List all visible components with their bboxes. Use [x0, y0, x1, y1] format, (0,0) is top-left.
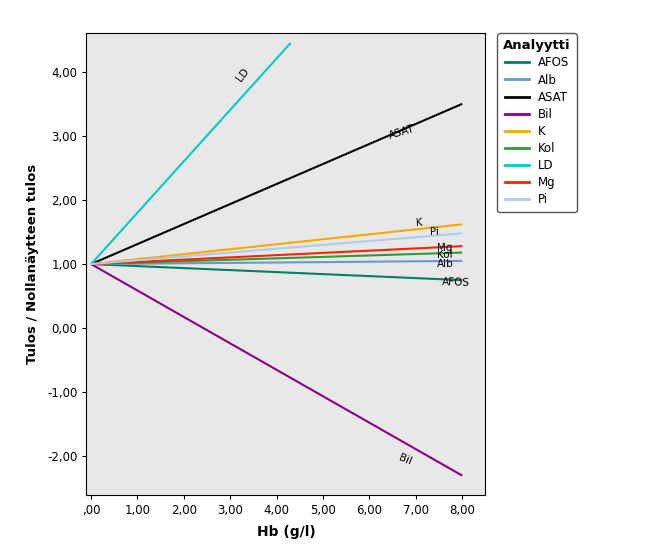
Text: Mg: Mg [437, 242, 452, 252]
Y-axis label: Tulos / Nollanäytteen tulos: Tulos / Nollanäytteen tulos [26, 164, 39, 364]
Text: Alb: Alb [437, 259, 454, 269]
Text: AFOS: AFOS [442, 276, 469, 287]
Legend: AFOS, Alb, ASAT, Bil, K, Kol, LD, Mg, Pi: AFOS, Alb, ASAT, Bil, K, Kol, LD, Mg, Pi [497, 33, 577, 212]
Text: Kol: Kol [437, 249, 452, 260]
Text: Pi: Pi [430, 227, 440, 237]
Text: K: K [416, 217, 424, 227]
Text: Bil: Bil [397, 453, 413, 466]
X-axis label: Hb (g/l): Hb (g/l) [257, 525, 315, 539]
Text: LD: LD [235, 67, 251, 83]
Text: ASAT: ASAT [388, 123, 416, 141]
